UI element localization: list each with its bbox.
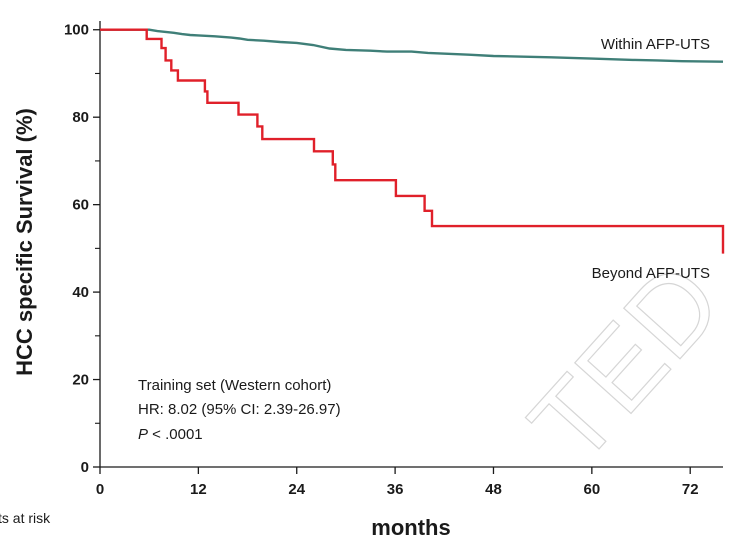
x-tick-label: 72 [682, 481, 699, 498]
annotation-hazard-ratio: HR: 8.02 (95% CI: 2.39-26.97) [138, 401, 341, 418]
series-label-beyond: Beyond AFP-UTS [592, 265, 710, 282]
y-tick-label: 0 [81, 459, 89, 476]
y-axis-title: HCC specific Survival (%) [12, 108, 37, 376]
series-line-within-afp-uts [100, 28, 724, 63]
x-tick-label: 24 [288, 481, 305, 498]
axes: 0 20 40 60 80 100 0 12 24 36 48 60 72 [64, 21, 723, 498]
series-label-within: Within AFP-UTS [601, 36, 710, 53]
x-tick-label: 12 [190, 481, 207, 498]
y-tick-label: 80 [72, 109, 89, 126]
p-value-text: < .0001 [148, 426, 203, 443]
y-tick-label: 60 [72, 197, 89, 214]
x-tick-label: 60 [583, 481, 600, 498]
series-line-beyond-afp-uts [100, 28, 725, 254]
x-axis-title: months [371, 515, 450, 540]
annotation-p-value: P < .0001 [138, 426, 203, 443]
at-risk-note: ts at risk [0, 510, 51, 526]
plot-series [100, 28, 725, 254]
x-tick-label: 48 [485, 481, 502, 498]
x-tick-label: 0 [96, 481, 104, 498]
y-tick-label: 20 [72, 372, 89, 389]
p-italic: P [138, 426, 148, 443]
x-tick-label: 36 [387, 481, 404, 498]
y-tick-label: 100 [64, 22, 89, 39]
annotation-training-set: Training set (Western cohort) [138, 377, 331, 394]
y-tick-label: 40 [72, 284, 89, 301]
